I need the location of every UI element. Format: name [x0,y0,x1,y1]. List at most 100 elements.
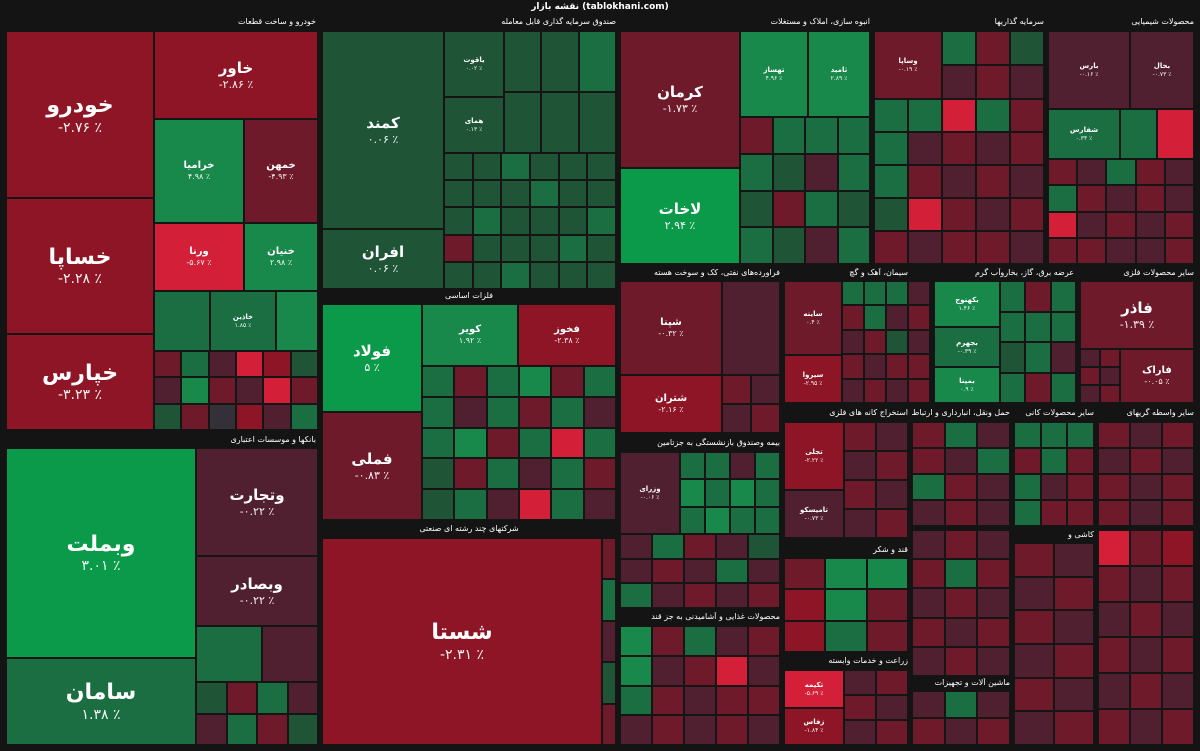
tile-mosaic-estekhraj [844,422,908,538]
ticker: سامان [65,680,137,705]
tile-zaeil[interactable]: زفاس -۱.۸۴ ٪ [784,708,844,745]
ticker: همای [464,116,484,125]
tile-tahsaz[interactable]: تهساز ۴.۹۶ ٪ [740,31,808,117]
sector-label-vaseteh: سایر واسطه گریهای [1126,408,1194,417]
change: ۱.۳۸ ٪ [81,706,121,723]
ticker: خساپا [48,244,112,270]
tile-bajhram[interactable]: بجهرم -۰.۳۹ ٪ [934,327,1000,367]
ticker: وساپا [898,56,918,65]
tile-khnian[interactable]: خنیان ۲.۹۸ ٪ [244,223,318,291]
ticker: ورنا [189,245,209,257]
tile-small[interactable] [154,291,210,351]
tile-small[interactable] [276,291,318,351]
change: ۱.۸۵ ٪ [234,321,252,329]
tile-khchin[interactable]: خاذین ۱.۸۵ ٪ [210,291,276,351]
tile-mosaic-sarmaye-b [874,99,1044,264]
tile-bakhnouj[interactable]: بکهنوج ۱.۴۶ ٪ [934,281,1000,327]
ticker: فملی [351,449,393,468]
tile-kerman[interactable]: کرمان -۱.۷۳ ٪ [620,31,740,168]
tile-mosaic-ghand [784,558,908,652]
tile-vsapa[interactable]: وساپا -۰.۱۹ ٪ [874,31,942,99]
ticker: شستا [431,620,493,645]
tile-small[interactable] [262,626,318,682]
ticker: فخوز [554,323,580,335]
change: -۰.۷۳ ٪ [804,514,824,522]
tile-yaghout[interactable]: یاقوت ۰.۰۲ ٪ [444,31,504,97]
tile-saman[interactable]: سامان ۱.۳۸ ٪ [6,658,196,745]
tile-vtejarat[interactable]: وتجارت -۰.۲۲ ٪ [196,448,318,556]
change: ۰.۰۶ ٪ [367,132,399,146]
tile-mosaic-khodro [154,351,318,430]
change: -۵.۶۷ ٪ [186,258,212,268]
tile-shafars[interactable]: شفارس ۰.۳۴ ٪ [1048,109,1120,159]
tile-mosaic-bime [680,452,780,534]
tile-vrazi[interactable]: وزرای -۰.۰۶ ٪ [620,452,680,534]
tile-khmehan[interactable]: خمهن -۴.۹۳ ٪ [244,119,318,223]
sector-label-sarmaye: سرمایه گذاریها [994,17,1044,26]
tile-mosaic-chand [602,538,616,745]
tile-kamand[interactable]: کمند ۰.۰۶ ٪ [322,31,444,229]
tile-baran[interactable]: بارس -۰.۱۶ ٪ [1048,31,1130,109]
tile-farak[interactable]: فاراک -۰.۰۵ ٪ [1120,349,1194,403]
tile-khavar[interactable]: خاور -۲.۸۶ ٪ [154,31,318,119]
tile-sabik[interactable]: ساینه ۰.۴ ٪ [784,281,842,355]
sector-label-bime: بیمه وصندوق بازنشستگی به جزتامین [657,438,780,447]
sector-label-mahsoolat-felezi: سایر محصولات فلزی [1123,268,1194,277]
tile-small[interactable] [196,626,262,682]
ticker: وبملت [66,531,136,557]
tile-fakhouz[interactable]: فخوز -۲.۳۸ ٪ [518,304,616,366]
change: -۰.۰۶ ٪ [640,493,660,501]
tile-shatran[interactable]: شتران -۲.۱۶ ٪ [620,375,722,433]
tile-khparse[interactable]: خپارس -۳.۲۳ ٪ [6,334,154,430]
tile-khodro[interactable]: خودرو -۲.۷۶ ٪ [6,31,154,198]
tile-lakhat[interactable]: لاخات ۲.۹۴ ٪ [620,168,740,264]
sector-label-siman: سیمان، آهک و گچ [849,268,908,277]
tile-mosaic-shimi-b [1048,159,1194,264]
change: ۲.۹۴ ٪ [664,218,696,232]
tile-bahal[interactable]: بخال -۰.۷۳ ٪ [1130,31,1194,109]
ticker: بخال [1153,61,1171,70]
tile-fmeli[interactable]: فملی -۰.۸۳ ٪ [322,412,422,520]
change: ۱.۹۲ ٪ [458,336,482,346]
tile-shasta[interactable]: شستا -۲.۳۱ ٪ [322,538,602,745]
tile-afran[interactable]: افران ۰.۰۶ ٪ [322,229,444,289]
tile-khramia[interactable]: خرامیا ۴.۹۸ ٪ [154,119,244,223]
tile-mosaic-col-d [1014,543,1094,745]
tile-bamina[interactable]: بمپنا ۰.۹ ٪ [934,367,1000,403]
tile-sirva[interactable]: سیروا -۲.۹۵ ٪ [784,355,842,403]
change: -۱.۸۴ ٪ [804,727,824,735]
tile-shanta[interactable]: شپنا -۰.۳۲ ٪ [620,281,722,375]
tile-fakhar[interactable]: فاذر -۱.۳۹ ٪ [1080,281,1194,349]
ticker: فاراک [1142,364,1172,376]
tile-vbsader[interactable]: وبصادر -۰.۲۲ ٪ [196,556,318,626]
tile-mosaic-siman [842,281,930,403]
sector-label-banks: بانکها و موسسات اعتباری [230,435,316,444]
ticker: فاذر [1121,298,1153,317]
change: -۰.۳۹ ٪ [957,347,977,355]
sector-label-sayer-kani: سایر محصولات کانی [1025,408,1094,417]
tile-hamay[interactable]: همای ۰.۱۳ ٪ [444,97,504,153]
sector-label-khodro: خودرو و ساخت قطعات [237,17,316,26]
tile-vrena[interactable]: ورنا -۵.۶۷ ٪ [154,223,244,291]
tile-mosaic-col-e [1098,530,1194,745]
tile-tamisko[interactable]: تامیسکو -۰.۷۳ ٪ [784,490,844,538]
tile-tamid[interactable]: ثامید ۲.۸۹ ٪ [808,31,870,117]
change: -۰.۳۲ ٪ [658,329,684,339]
tile-foolad[interactable]: فولاد ۵ ٪ [322,304,422,412]
tile-tajli[interactable]: تجلی -۲.۲۲ ٪ [784,422,844,490]
tile-mosaic-zeraat [844,670,908,745]
tile-mosaic-kashi2 [912,530,1010,676]
tile-small[interactable] [722,281,780,375]
tile-nik[interactable]: تکیمه -۵.۶۹ ٪ [784,670,844,708]
ticker: خرامیا [183,159,215,171]
tile-kavir[interactable]: کویر ۱.۹۲ ٪ [422,304,518,366]
change: -۲.۹۵ ٪ [803,379,823,387]
sector-label-sandogh: صندوق سرمایه گذاری قابل معامله [501,17,616,26]
ticker: تهساز [763,65,785,74]
tile-mosaic-ghaza [620,626,780,745]
tile-vbmelat[interactable]: وبملت ۳.۰۱ ٪ [6,448,196,658]
tile-khasapa[interactable]: خساپا -۲.۲۸ ٪ [6,198,154,334]
ticker: بارس [1079,61,1099,70]
sector-label-mashin: ماشین آلات و تجهیزات [934,678,1010,687]
change: ۱.۴۶ ٪ [958,304,976,312]
